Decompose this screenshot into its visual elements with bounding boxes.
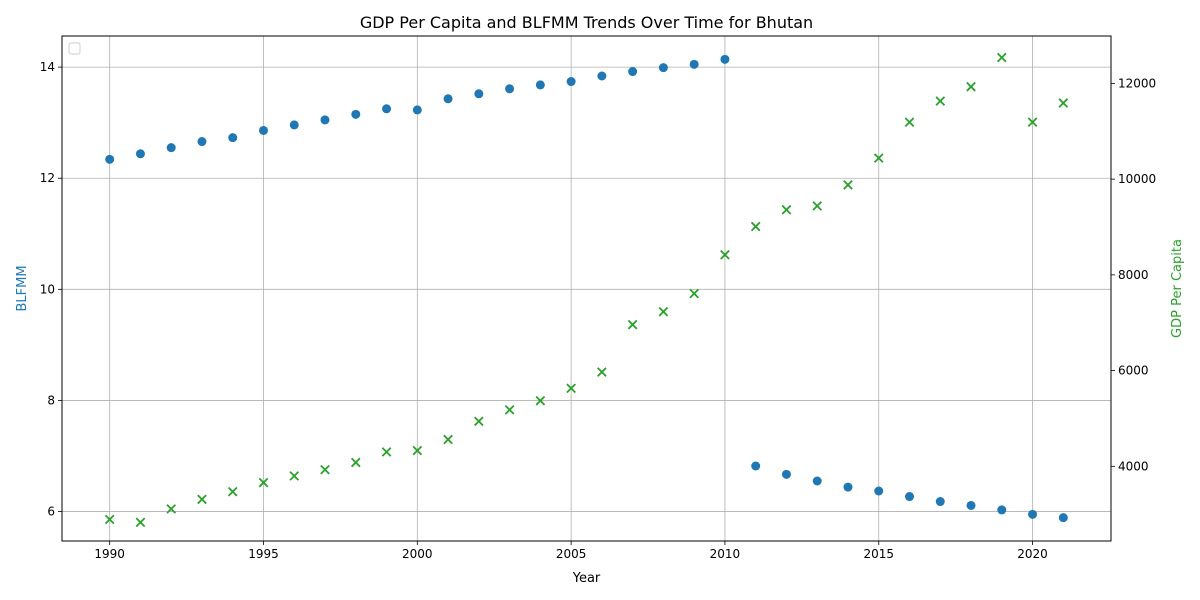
- gdp-point: [227, 486, 238, 497]
- y-right-tick-label: 4000: [1118, 459, 1149, 473]
- gdp-point: [350, 457, 361, 468]
- y-right-tick-label: 12000: [1118, 76, 1156, 90]
- gdp-point: [904, 117, 915, 127]
- blfmm-point: [412, 105, 422, 115]
- y-right-tick-label: 6000: [1118, 364, 1149, 378]
- gdp-point: [597, 367, 607, 377]
- y-axis-right: 4000 6000 8000 10000 12000: [1111, 76, 1156, 473]
- blfmm-point: [166, 143, 176, 153]
- y-left-tick-label: 10: [40, 282, 55, 296]
- blfmm-point: [566, 77, 576, 87]
- blfmm-point: [935, 497, 945, 507]
- x-tick-label: 1990: [94, 547, 125, 561]
- gdp-point: [566, 383, 576, 394]
- legend-box: [68, 42, 81, 55]
- gdp-point: [135, 517, 146, 528]
- gdp-point: [996, 52, 1007, 63]
- plot-background: [62, 36, 1111, 541]
- gdp-point: [812, 201, 823, 211]
- blfmm-point: [474, 89, 484, 99]
- x-tick-label: 2015: [863, 547, 894, 561]
- blfmm-point: [535, 80, 545, 90]
- blfmm-point: [228, 133, 238, 143]
- blfmm-point: [812, 476, 822, 486]
- gdp-point: [750, 221, 761, 232]
- gdp-point: [104, 514, 115, 525]
- gdp-point: [166, 504, 177, 514]
- gdp-point: [258, 477, 269, 488]
- x-tick-label: 1995: [248, 547, 279, 561]
- y-right-tick-label: 10000: [1118, 172, 1156, 186]
- gdp-point: [412, 445, 423, 456]
- blfmm-point: [505, 84, 515, 94]
- blfmm-point: [135, 149, 145, 159]
- grid: [62, 36, 1111, 541]
- gdp-point: [289, 471, 300, 481]
- gdp-point: [781, 204, 792, 215]
- x-axis: 1990 1995 2000 2005 2010 2015 2020: [94, 541, 1048, 561]
- blfmm-point: [966, 500, 976, 510]
- x-tick-label: 2000: [402, 547, 433, 561]
- blfmm-point: [258, 125, 268, 135]
- blfmm-point: [720, 54, 730, 64]
- blfmm-point: [197, 137, 207, 147]
- blfmm-point: [689, 59, 699, 69]
- blfmm-point: [781, 469, 791, 479]
- blfmm-point: [382, 104, 392, 114]
- x-tick-label: 2010: [710, 547, 741, 561]
- gdp-point: [935, 96, 946, 106]
- x-tick-label: 2020: [1017, 547, 1048, 561]
- gdp-point: [197, 494, 207, 505]
- blfmm-point: [658, 63, 668, 73]
- y-axis-right-label: GDP Per Capita: [1170, 239, 1185, 338]
- blfmm-point: [597, 71, 607, 81]
- blfmm-point: [905, 492, 915, 502]
- blfmm-point: [843, 482, 853, 492]
- gdp-point: [473, 416, 484, 427]
- y-axis-left: 6 8 10 12 14: [40, 60, 62, 519]
- series-blfmm: [105, 54, 1068, 523]
- blfmm-point: [351, 109, 361, 119]
- y-left-tick-label: 14: [40, 60, 55, 74]
- gdp-point: [658, 306, 669, 317]
- y-left-tick-label: 12: [40, 171, 55, 185]
- gdp-point: [443, 434, 453, 445]
- gdp-point: [627, 319, 638, 330]
- blfmm-point: [443, 94, 453, 104]
- gdp-point: [873, 153, 884, 163]
- chart-title: GDP Per Capita and BLFMM Trends Over Tim…: [360, 13, 813, 32]
- gdp-point: [320, 464, 330, 475]
- y-left-tick-label: 8: [47, 393, 55, 407]
- blfmm-point: [874, 486, 884, 496]
- blfmm-point: [751, 461, 761, 471]
- y-left-tick-label: 6: [47, 505, 55, 519]
- blfmm-point: [628, 67, 638, 77]
- x-tick-label: 2005: [556, 547, 587, 561]
- gdp-point: [843, 180, 853, 190]
- gdp-point: [381, 447, 392, 457]
- blfmm-point: [289, 120, 299, 130]
- blfmm-point: [1058, 513, 1068, 523]
- gdp-point: [1058, 98, 1069, 108]
- blfmm-point: [105, 154, 115, 164]
- blfmm-point: [997, 505, 1007, 515]
- gdp-point: [720, 249, 730, 260]
- gdp-point: [1027, 117, 1038, 127]
- gdp-point: [689, 288, 700, 299]
- y-axis-left-label: BLFMM: [15, 265, 30, 311]
- x-axis-label: Year: [572, 571, 601, 586]
- gdp-point: [966, 81, 976, 92]
- gdp-point: [535, 395, 546, 406]
- gdp-point: [504, 405, 515, 415]
- blfmm-point: [320, 115, 330, 125]
- y-right-tick-label: 8000: [1118, 268, 1149, 282]
- blfmm-point: [1028, 509, 1038, 519]
- plot-frame: [61, 35, 1112, 542]
- series-gdp-per-capita: [104, 52, 1069, 528]
